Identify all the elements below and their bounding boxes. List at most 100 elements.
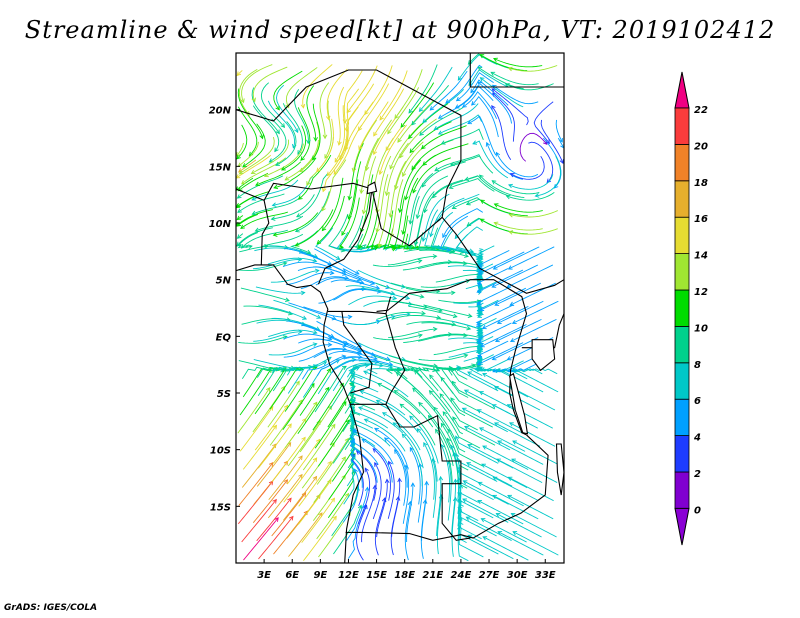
streamline	[376, 155, 392, 213]
streamline	[439, 393, 478, 431]
streamline	[402, 177, 419, 235]
streamline	[255, 161, 302, 186]
streamline	[419, 249, 469, 257]
streamline-arrow	[461, 407, 467, 412]
streamline-arrow	[455, 435, 460, 441]
streamline-arrow	[450, 290, 456, 296]
streamline	[496, 513, 542, 538]
streamline	[358, 406, 404, 434]
streamline-arrow	[479, 54, 485, 59]
streamline-arrow	[493, 422, 499, 427]
streamline	[372, 448, 391, 501]
streamline	[252, 66, 288, 102]
streamline-arrow	[495, 151, 500, 157]
streamline-arrow	[387, 460, 393, 466]
lat-label: 20N	[209, 106, 232, 117]
streamline	[348, 295, 397, 306]
colorbar-label: 2	[694, 469, 701, 480]
streamline-arrow	[399, 153, 404, 159]
streamline	[492, 337, 539, 361]
streamline	[387, 87, 420, 134]
streamline-arrow	[348, 402, 353, 408]
streamline-arrow	[263, 172, 269, 178]
streamline	[475, 304, 514, 327]
streamline	[409, 172, 434, 224]
streamline-arrow	[413, 369, 419, 375]
streamline	[256, 497, 292, 542]
streamline-arrow	[377, 382, 382, 388]
streamline	[454, 218, 498, 239]
colorbar-label: 4	[693, 433, 701, 444]
streamline	[341, 179, 359, 236]
streamline	[271, 365, 318, 374]
streamline-arrow	[422, 161, 428, 166]
streamline-arrow	[492, 494, 497, 499]
streamline	[477, 250, 510, 271]
streamline	[388, 328, 437, 338]
streamline-arrow	[334, 157, 339, 163]
streamline-arrow	[464, 425, 469, 431]
streamline	[512, 369, 559, 393]
streamline-arrow	[491, 356, 497, 361]
streamline-arrow	[482, 536, 488, 541]
streamline	[468, 69, 509, 88]
streamline-arrow	[383, 437, 389, 442]
streamline-arrow	[341, 456, 346, 462]
streamline-arrow	[395, 371, 401, 377]
streamline	[393, 300, 443, 312]
colorbar-segment	[674, 398, 690, 437]
streamline	[316, 118, 334, 172]
streamline	[334, 105, 346, 163]
streamline-arrow	[412, 188, 417, 194]
streamline-arrow	[491, 84, 497, 90]
streamline-arrow	[397, 477, 402, 483]
boundary-line	[345, 434, 549, 541]
streamline-arrow	[462, 260, 468, 266]
streamline	[481, 463, 528, 489]
streamline-arrow	[456, 365, 462, 370]
streamline-arrow	[294, 228, 300, 233]
streamline-arrow	[458, 483, 464, 489]
streamline	[268, 343, 317, 356]
streamline	[479, 427, 526, 452]
streamline-arrow	[313, 137, 318, 142]
streamline-arrow	[401, 230, 406, 235]
colorbar-label: 20	[694, 141, 708, 152]
streamline-arrow	[240, 244, 246, 249]
streamline	[458, 507, 497, 537]
streamline-arrow	[477, 270, 483, 275]
streamline-arrow	[423, 442, 428, 447]
streamline	[271, 437, 306, 482]
streamline-arrow	[275, 161, 280, 166]
streamline-arrow	[482, 445, 487, 450]
streamline	[313, 348, 362, 358]
streamline	[271, 492, 306, 537]
streamline-arrow	[476, 409, 482, 414]
streamline	[358, 101, 389, 150]
streamline-arrow	[491, 105, 496, 110]
streamline	[338, 197, 360, 248]
streamline-arrow	[332, 515, 337, 521]
lon-label: 18E	[394, 570, 415, 581]
streamline	[466, 462, 513, 487]
lon-label: 6E	[285, 570, 299, 581]
streamline	[321, 159, 347, 211]
streamline	[342, 469, 360, 523]
streamline	[555, 119, 563, 143]
streamline	[492, 92, 515, 142]
axes: 20N 15N 10N 5N EQ 5S 10S 15S 3E 6E 9E 12E 15E 18E 21E 2…	[209, 106, 556, 581]
streamline	[356, 450, 377, 501]
streamline	[421, 481, 428, 541]
streamline	[452, 197, 498, 210]
streamline	[482, 305, 529, 329]
streamline	[288, 302, 336, 320]
streamline	[358, 192, 375, 249]
streamline-arrow	[372, 150, 378, 156]
streamline	[442, 230, 476, 256]
colorbar-segment	[674, 180, 690, 218]
streamline	[326, 68, 348, 120]
streamline-arrow	[322, 134, 328, 140]
streamline	[273, 157, 317, 189]
streamline-arrow	[329, 270, 335, 276]
streamline-arrow	[452, 496, 458, 502]
